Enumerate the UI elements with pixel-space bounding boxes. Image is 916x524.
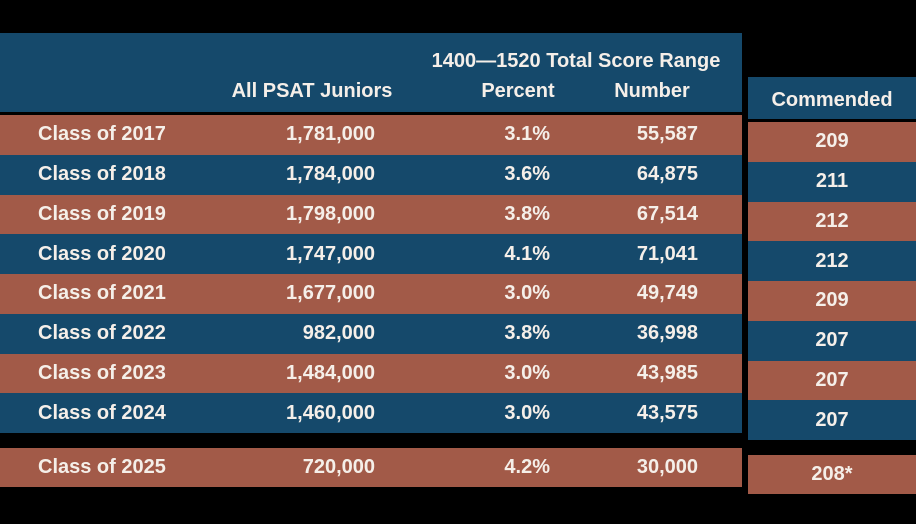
cell-class-label: Class of 2023 — [38, 361, 166, 384]
cell-commended: 209 — [748, 281, 916, 321]
main-table: 1400—1520 Total Score Range All PSAT Jun… — [0, 33, 742, 487]
footer-cell-commended-2025: 208* — [748, 455, 916, 494]
table-row: Class of 2017 1,781,000 3.1% 55,587 — [0, 115, 742, 155]
cell-number: 30,000 — [636, 456, 698, 478]
cell-commended: 207 — [748, 360, 916, 401]
cell-juniors: 982,000 — [302, 322, 375, 345]
table-row: Class of 2023 1,484,000 3.0% 43,985 — [0, 353, 742, 394]
cell-class-label: Class of 2018 — [38, 163, 166, 186]
cell-number: 49,749 — [636, 282, 698, 305]
commended-table: Commended 209 211 212 212 209 207 207 20… — [748, 77, 916, 494]
cell-class-label: Class of 2021 — [38, 282, 166, 305]
cell-commended: 207 — [748, 400, 916, 440]
cell-percent: 3.6% — [504, 163, 550, 186]
table-row: Class of 2019 1,798,000 3.8% 67,514 — [0, 194, 742, 235]
table-row: Class of 2021 1,677,000 3.0% 49,749 — [0, 274, 742, 314]
cell-juniors: 1,781,000 — [286, 123, 375, 146]
cell-juniors: 720,000 — [302, 456, 375, 478]
cell-number: 36,998 — [636, 322, 698, 345]
table-row: Class of 2018 1,784,000 3.6% 64,875 — [0, 154, 742, 195]
cell-number: 67,514 — [636, 202, 698, 225]
cell-commended: 212 — [748, 241, 916, 281]
cell-juniors: 1,460,000 — [286, 401, 375, 424]
table-row: Class of 2022 982,000 3.8% 36,998 — [0, 313, 742, 354]
cell-juniors: 1,798,000 — [286, 202, 375, 225]
cell-percent: 3.0% — [504, 361, 550, 384]
col-header-percent: Percent — [481, 80, 555, 102]
cell-class-label: Class of 2022 — [38, 322, 166, 345]
cell-percent: 4.2% — [504, 456, 550, 478]
cell-percent: 3.0% — [504, 282, 550, 305]
main-table-rows: Class of 2017 1,781,000 3.1% 55,587 Clas… — [0, 115, 742, 433]
cell-class-label: Class of 2019 — [38, 202, 166, 225]
cell-percent: 3.1% — [504, 123, 550, 146]
cell-juniors: 1,484,000 — [286, 361, 375, 384]
col-header-juniors: All PSAT Juniors — [231, 80, 393, 102]
cell-juniors: 1,747,000 — [286, 242, 375, 265]
cell-class-label: Class of 2025 — [38, 456, 166, 478]
col-header-commended: Commended — [748, 77, 916, 122]
cell-percent: 3.8% — [504, 322, 550, 345]
commended-rows: 209 211 212 212 209 207 207 207 — [748, 122, 916, 440]
cell-number: 71,041 — [636, 242, 698, 265]
cell-commended: 211 — [748, 161, 916, 202]
cell-class-label: Class of 2024 — [38, 401, 166, 424]
cell-number: 43,575 — [636, 401, 698, 424]
cell-class-label: Class of 2020 — [38, 242, 166, 265]
cell-juniors: 1,784,000 — [286, 163, 375, 186]
cell-percent: 4.1% — [504, 242, 550, 265]
main-table-header: 1400—1520 Total Score Range All PSAT Jun… — [0, 33, 742, 115]
cell-commended: 207 — [748, 320, 916, 361]
table-row: Class of 2020 1,747,000 4.1% 71,041 — [0, 234, 742, 274]
cell-number: 55,587 — [636, 123, 698, 146]
table-row: Class of 2024 1,460,000 3.0% 43,575 — [0, 393, 742, 433]
span-header-score-range: 1400—1520 Total Score Range — [431, 50, 721, 72]
cell-number: 64,875 — [636, 163, 698, 186]
cell-commended: 212 — [748, 201, 916, 242]
cell-percent: 3.8% — [504, 202, 550, 225]
cell-number: 43,985 — [636, 361, 698, 384]
cell-class-label: Class of 2017 — [38, 123, 166, 146]
cell-percent: 3.0% — [504, 401, 550, 424]
footer-row-class-2025: Class of 2025 720,000 4.2% 30,000 — [0, 448, 742, 487]
col-header-number: Number — [614, 80, 690, 102]
cell-commended: 209 — [748, 122, 916, 162]
cell-juniors: 1,677,000 — [286, 282, 375, 305]
